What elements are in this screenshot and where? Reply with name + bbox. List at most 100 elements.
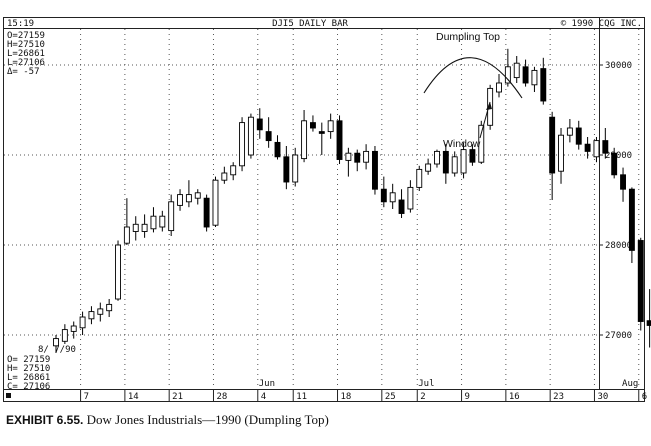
candle-body	[540, 68, 547, 102]
candle-body	[283, 156, 290, 183]
candle-body	[336, 120, 343, 160]
figure-caption: EXHIBIT 6.55. Dow Jones Industrials—1990…	[6, 412, 646, 428]
candle-body	[212, 179, 219, 226]
ohlc-readout-bottom: 8/ 7/90 O= 27159 H= 27510 L= 26861 C= 27…	[7, 345, 76, 392]
window-arrow-head	[486, 102, 492, 110]
caption-label: EXHIBIT 6.55.	[6, 413, 84, 427]
date-tick-label: 25	[385, 392, 396, 402]
date-tick-label: 16	[509, 392, 520, 402]
date-tick-label: 30	[597, 392, 608, 402]
candles	[53, 48, 651, 353]
candle-body	[425, 163, 432, 172]
window-label: Window	[443, 138, 481, 150]
month-label: Jun	[259, 379, 275, 389]
candle-body	[239, 122, 246, 167]
date-tick-label: 4	[261, 392, 266, 402]
price-axis: 30000 29000 28000 27000	[599, 61, 632, 341]
chart-title: DJI5 DAILY BAR	[272, 19, 348, 29]
date-tick-label: 11	[296, 392, 307, 402]
candle-body	[442, 150, 449, 174]
date-tick-label: 7	[84, 392, 89, 402]
candle-body	[70, 325, 77, 332]
candle-body	[407, 186, 414, 210]
candle-body	[478, 124, 485, 163]
month-label: Aug	[622, 379, 638, 389]
ohlc-top-line: H=27510	[7, 40, 45, 50]
candle-body	[531, 69, 538, 86]
candle-body	[301, 120, 308, 160]
candle-body	[416, 168, 423, 188]
candle-body	[602, 140, 609, 154]
month-label: Jul	[418, 379, 434, 389]
candle-body	[256, 118, 263, 131]
grid	[4, 29, 640, 389]
candle-body	[628, 188, 635, 251]
candle-body	[460, 149, 467, 174]
candle-body	[159, 215, 166, 228]
candle-body	[380, 188, 387, 203]
price-tick-label: 29000	[605, 151, 632, 161]
candle-body	[372, 150, 378, 190]
dumpling-top-label: Dumpling Top	[436, 31, 500, 43]
candle-body	[566, 127, 573, 136]
candle-body	[469, 149, 476, 163]
ohlc-bottom-line: C= 27106	[7, 382, 50, 392]
candle-body	[522, 66, 529, 84]
candle-body	[558, 134, 564, 172]
candle-body	[575, 127, 582, 145]
ohlc-bottom-line: H= 27510	[7, 364, 50, 374]
candle-body	[274, 141, 281, 158]
candle-body	[185, 194, 192, 203]
candle-body	[389, 192, 396, 203]
candle-body	[106, 303, 113, 312]
candle-body	[451, 156, 458, 174]
candle-body	[309, 122, 316, 129]
candle-body	[265, 131, 272, 142]
date-tick-label: 18	[341, 392, 352, 402]
ohlc-top-line: Δ= -57	[7, 67, 40, 77]
caption-text: Dow Jones Industrials—1990 (Dumpling Top…	[86, 412, 329, 427]
date-tick-label: 21	[172, 392, 183, 402]
candle-body	[345, 152, 352, 161]
candle-body	[318, 131, 325, 134]
candle-body	[327, 120, 334, 133]
candle-body	[593, 140, 600, 158]
header-time: 15:19	[7, 19, 34, 29]
candle-body	[61, 329, 68, 342]
price-tick-label: 28000	[605, 241, 632, 251]
ohlc-bottom-line: O= 27159	[7, 355, 50, 365]
date-tick-label: 2	[420, 392, 425, 402]
scroll-marker	[6, 393, 11, 398]
candle-body	[513, 62, 520, 79]
candle-body	[363, 150, 370, 163]
ohlc-top-line: L=26861	[7, 49, 45, 59]
candle-body	[230, 165, 237, 176]
candle-body	[203, 197, 210, 228]
ohlc-top-line: O=27159	[7, 31, 45, 41]
dumpling-arc	[423, 57, 523, 99]
price-tick-label: 30000	[605, 61, 632, 71]
candle-body	[620, 174, 626, 190]
candle-body	[637, 240, 644, 322]
header-copyright: © 1990 CQG INC.	[561, 19, 642, 29]
candle-body	[168, 201, 175, 232]
candle-body	[247, 116, 254, 156]
candle-body	[584, 143, 591, 152]
candle-body	[611, 152, 618, 176]
candle-body	[150, 215, 157, 230]
date-tick-label: 6	[642, 392, 647, 402]
candle-body	[53, 338, 59, 347]
candle-body	[504, 66, 511, 84]
candle-body	[221, 172, 228, 181]
ohlc-readout-top: O=27159 H=27510 L=26861 L=27106 Δ= -57	[7, 31, 45, 77]
ohlc-bottom-date: 8/ 7/90	[38, 345, 76, 355]
candle-body	[88, 311, 95, 320]
date-tick-label: 28	[216, 392, 227, 402]
ohlc-bottom-line: L= 26861	[7, 373, 50, 383]
candle-body	[123, 226, 130, 244]
candle-body	[354, 152, 361, 163]
price-tick-label: 27000	[605, 331, 632, 341]
chart-frame	[3, 17, 645, 402]
candle-body	[549, 116, 556, 174]
